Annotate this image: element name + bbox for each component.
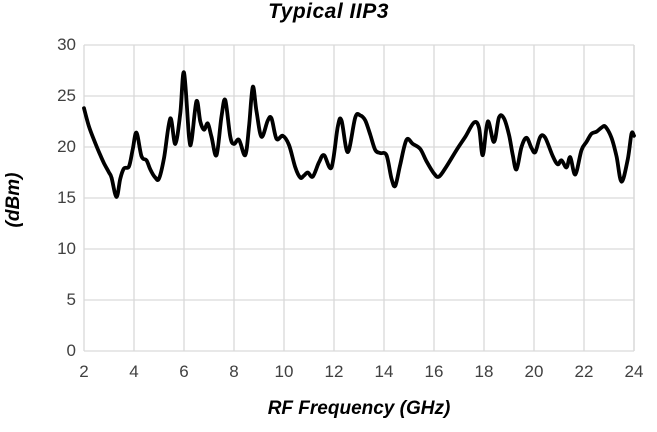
x-tick-label: 14: [374, 362, 394, 381]
x-tick-label: 12: [324, 362, 344, 381]
y-tick-label: 15: [57, 188, 76, 207]
chart-title: Typical IIP3: [268, 0, 389, 23]
x-tick-label: 16: [424, 362, 444, 381]
x-tick-label: 10: [274, 362, 294, 381]
y-tick-label: 5: [66, 290, 76, 309]
x-axis-title: RF Frequency (GHz): [267, 398, 451, 419]
x-tick-label: 18: [474, 362, 494, 381]
y-tick-label: 25: [57, 86, 76, 105]
y-tick-label: 0: [66, 341, 76, 360]
y-tick-label: 20: [57, 137, 76, 156]
x-tick-label: 24: [624, 362, 644, 381]
x-tick-label: 22: [574, 362, 594, 381]
x-tick-label: 6: [179, 362, 189, 381]
x-tick-label: 4: [129, 362, 139, 381]
x-tick-label: 8: [229, 362, 239, 381]
x-tick-label: 20: [524, 362, 544, 381]
x-tick-label: 2: [79, 362, 89, 381]
iip3-series-line: [82, 70, 636, 199]
y-tick-label: 10: [57, 239, 76, 258]
y-tick-label: 30: [57, 35, 76, 54]
